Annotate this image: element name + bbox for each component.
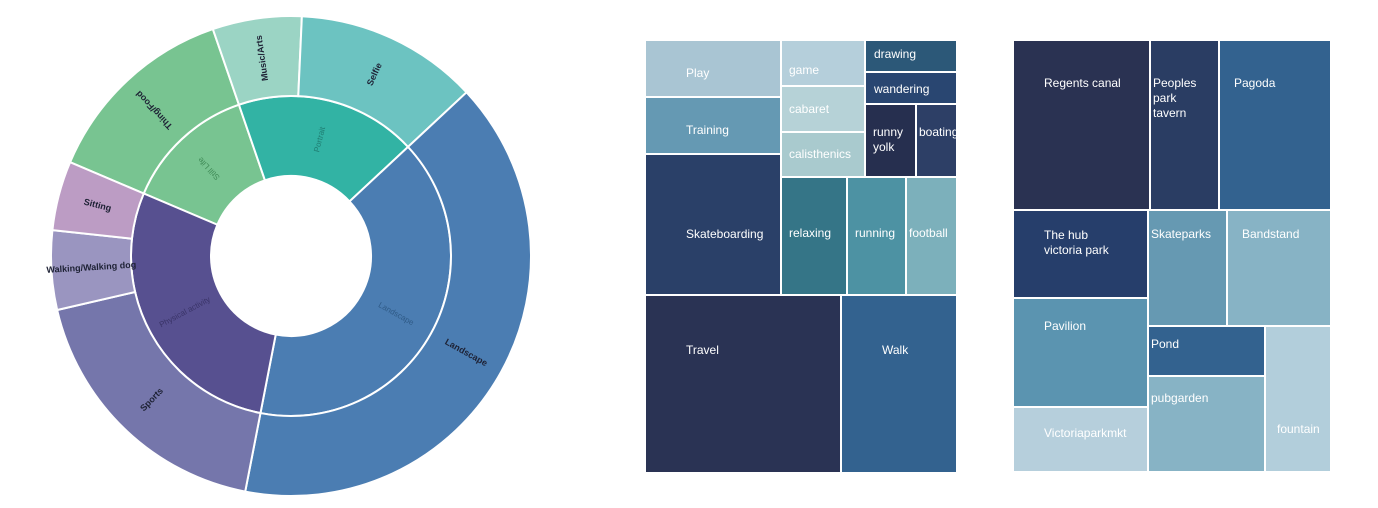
activities-cell-label: wandering [874,82,930,96]
activities-cell-game: game [781,40,865,86]
activities-cell-play: Play [645,40,781,97]
places-cell-label: Bandstand [1242,227,1300,241]
places-cell-regents-canal: Regents canal [1013,40,1150,210]
places-cell-label: Regents canal [1044,76,1121,90]
activities-cell-skateboarding: Skateboarding [645,154,781,295]
activities-cell-running: running [847,177,906,295]
places-cell-victoriaparkmkt: Victoriaparkmkt [1013,407,1148,472]
places-cell-pond: Pond [1148,326,1265,376]
activities-cell-label: Training [686,123,729,137]
activities-cell-label: calisthenics [789,147,852,161]
activities-cell-cabaret: cabaret [781,86,865,132]
activities-cell-boating: boating [916,104,957,177]
activities-cell-runny-yolk: runny yolk [865,104,916,177]
places-cell-the-hub-victoria-park: The hub victoria park [1013,210,1148,298]
places-cell-bandstand: Bandstand [1227,210,1331,326]
places-cell-pavilion: Pavilion [1013,298,1148,407]
treemap-places: Regents canal Peoples park tavern Pagoda Th… [1013,40,1331,472]
activities-cell-calisthenics: calisthenics [781,132,865,177]
activities-cell-label: game [789,63,820,77]
treemap-activities: Play game drawing wandering cabaret Training r… [645,40,957,473]
activities-cell-walk: Walk [841,295,957,473]
activities-cell-relaxing: relaxing [781,177,847,295]
places-cell-label: Peoples park tavern [1153,76,1197,120]
activities-cell-drawing: drawing [865,40,957,72]
activities-cell-label: relaxing [789,226,832,240]
activities-cell-travel: Travel [645,295,841,473]
places-cell-pagoda: Pagoda [1219,40,1331,210]
places-cell-label: The hub victoria park [1044,228,1109,257]
activities-cell-label: football [909,226,948,240]
activities-cell-label: Skateboarding [686,227,764,241]
places-cell-label: Pond [1151,337,1180,351]
places-cell-label: Pavilion [1044,319,1087,333]
activities-cell-wandering: wandering [865,72,957,104]
places-cell-peoples-park-tavern: Peoples park tavern [1150,40,1219,210]
places-cell-label: Victoriaparkmkt [1044,426,1127,440]
activities-cell-label: Travel [686,343,719,357]
activities-cell-label: Play [686,66,710,80]
outer-segment-sitting [51,160,146,240]
activities-cell-training: Training [645,97,781,154]
activities-cell-football: football [906,177,957,295]
places-cell-label: pubgarden [1151,391,1209,405]
activities-cell-label: drawing [874,47,917,61]
places-cell-fountain: fountain [1265,326,1331,472]
places-cell-label: Skateparks [1151,227,1212,241]
places-cell-skateparks: Skateparks [1148,210,1227,326]
activities-cell-label: Walk [882,343,909,357]
outer-segment-landscape [244,90,532,497]
activities-cell-label: runny yolk [873,125,904,154]
activities-cell-label: running [855,226,896,240]
places-cell-label: fountain [1277,422,1320,436]
places-cell-label: Pagoda [1234,76,1276,90]
places-cell-pubgarden: pubgarden [1148,376,1265,472]
activities-cell-label: cabaret [789,102,830,116]
activities-cell-label: boating [919,125,957,139]
